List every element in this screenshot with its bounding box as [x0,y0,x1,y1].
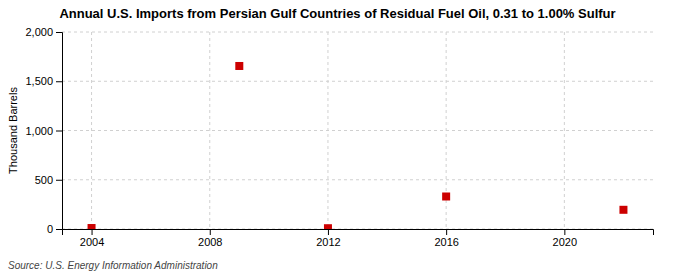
point [619,206,627,214]
y-tick-label: 1,500 [25,75,53,87]
x-tick: 2008 [198,229,222,248]
x-tick-label: 2012 [316,236,340,248]
x-grid-line [327,32,328,229]
point [235,62,243,70]
y-tick-mark [56,32,62,33]
x-tick-mark [210,229,211,235]
y-tick-label: 0 [47,223,53,235]
x-tick-label: 2016 [434,236,458,248]
y-axis-label: Thousand Barrels [7,87,19,174]
source-note: Source: U.S. Energy Information Administ… [8,260,218,271]
y-axis-line [56,33,63,230]
plot-area: 2004 2008 2012 2016 2020 0 500 1,000 1,500 2,000 [25,26,653,248]
y-tick: 1,500 [25,75,62,87]
x-tick-label: 2008 [198,236,222,248]
chart-svg: 2004 2008 2012 2016 2020 0 500 1,000 1,500 2,000 T… [0,0,675,275]
grid [62,32,653,229]
x-tick-mark [328,229,329,235]
point [88,224,96,229]
chart-container: 2004 2008 2012 2016 2020 0 500 1,000 1,500 2,000 T… [0,0,675,275]
y-tick-mark [56,81,62,82]
y-grid-line [62,179,653,180]
point [442,192,450,200]
x-tick-label: 2020 [553,236,577,248]
x-grid-line [209,32,210,229]
y-tick-mark [56,131,62,132]
y-tick: 500 [35,174,62,186]
x-tick-label: 2004 [80,236,104,248]
x-tick-mark [92,229,93,235]
y-tick: 1,000 [25,125,62,137]
points [88,62,628,229]
y-tick-label: 2,000 [25,26,53,38]
point [324,224,332,229]
x-tick: 2020 [553,229,577,248]
x-tick: 2016 [434,229,458,248]
y-tick-mark [56,180,62,181]
x-tick: 2004 [80,229,104,248]
y-tick: 0 [47,223,62,235]
x-tick-mark [446,229,447,235]
x-grid-line [91,32,92,229]
x-tick-mark [564,229,565,235]
x-tick: 2012 [316,229,340,248]
chart-title: Annual U.S. Imports from Persian Gulf Co… [59,6,615,21]
y-tick-mark [56,229,62,230]
x-axis: 2004 2008 2012 2016 2020 [63,229,654,248]
y-tick: 2,000 [25,26,62,38]
y-tick-label: 1,000 [25,125,53,137]
y-tick-label: 500 [35,174,53,186]
x-grid-line [564,32,565,229]
x-axis-line [63,230,654,236]
y-axis: 0 500 1,000 1,500 2,000 [25,26,62,235]
